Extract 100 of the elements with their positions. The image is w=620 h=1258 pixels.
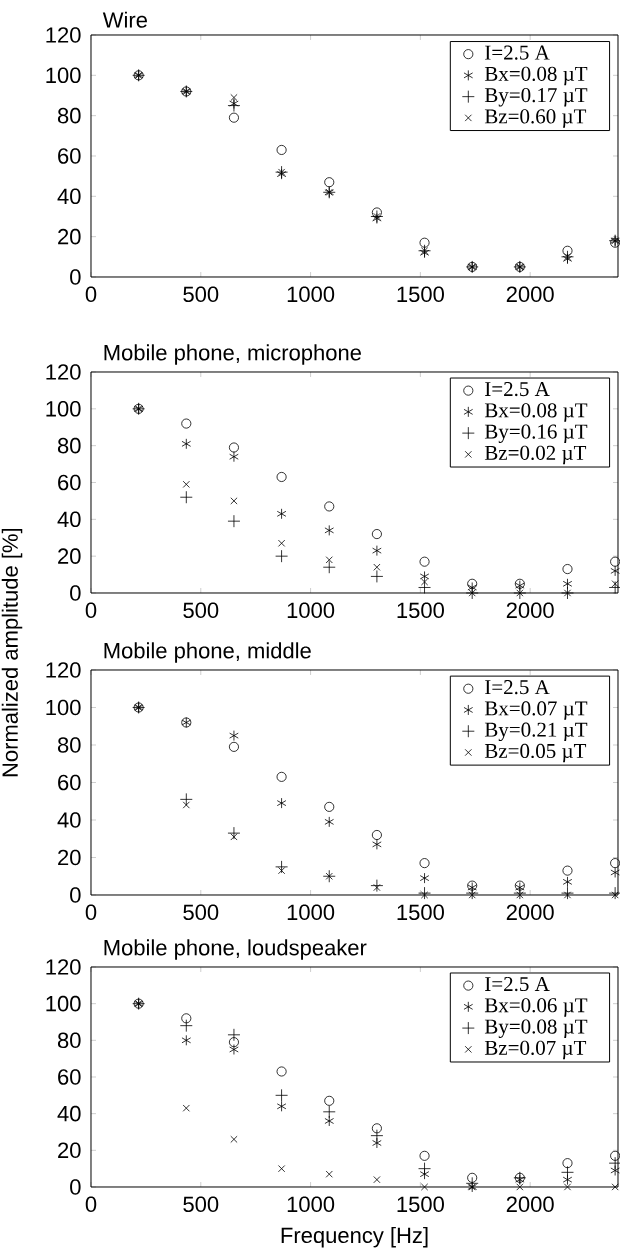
point [275,1088,288,1102]
x-tick-label: 2000 [506,286,554,303]
point [278,1165,286,1173]
point [181,438,192,450]
x-tick-label: 500 [183,904,219,921]
point [467,1172,478,1183]
point [561,886,574,900]
point [230,833,238,841]
point [230,1135,238,1143]
point [419,872,430,884]
point [228,741,239,752]
point [562,865,573,876]
point [278,539,286,547]
y-tick-label: 100 [46,67,81,84]
x-tick-label: 1500 [397,602,444,619]
point [562,1174,573,1186]
y-tick-label: 20 [58,849,81,866]
point [420,1183,429,1191]
point [275,860,288,874]
point [610,1150,620,1161]
point [181,1013,192,1024]
y-tick-label: 120 [46,959,81,975]
y-tick-label: 20 [58,1142,81,1159]
point [418,886,431,900]
y-tick-label: 80 [57,107,81,124]
point [516,1183,524,1191]
point [419,1150,430,1161]
point [610,867,620,878]
y-tick-label: 40 [57,511,81,528]
point [276,771,287,782]
point [608,581,620,594]
point [322,560,336,574]
legend-label: By=0.17 µT [484,88,588,107]
point [611,1183,619,1191]
legend-label: By=0.16 µT [484,424,588,443]
point [611,580,619,588]
point [324,501,335,512]
y-tick-label: 0 [70,887,81,903]
x-tick-label: 1500 [397,904,444,921]
point [371,529,382,540]
point [179,792,193,806]
x-tick-label: 2000 [506,904,554,921]
point [276,471,287,482]
legend-label: Bx=0.08 µT [484,403,588,422]
chart-title: Mobile phone, middle [104,642,311,663]
legend-label: Bx=0.06 µT [484,998,588,1017]
point [419,556,430,567]
point [371,207,382,218]
x-tick-label: 1500 [397,286,444,303]
point [322,1105,336,1119]
point [419,237,430,248]
y-tick-label: 40 [57,188,81,205]
point [467,578,478,589]
point [228,112,239,123]
point [324,524,334,536]
point [610,1165,620,1176]
point [182,801,190,809]
y-tick-label: 20 [58,548,81,564]
point [228,442,239,453]
point [230,497,238,505]
point [420,578,429,586]
y-tick-label: 80 [57,1032,81,1049]
point [182,480,190,488]
point [276,1066,287,1077]
legend-label: Bx=0.07 µT [484,701,588,720]
x-tick-label: 2000 [506,1196,554,1213]
point [370,879,384,893]
x-tick-label: 1000 [287,286,335,303]
x-tick-label: 500 [183,602,219,619]
point [516,891,524,899]
point [562,1158,573,1169]
point [418,581,431,594]
x-tick-label: 500 [183,1196,219,1213]
x-tick-label: 1000 [287,904,335,921]
x-tick-label: 0 [85,286,97,303]
point [373,563,381,571]
point [227,826,241,840]
x-tick-label: 0 [85,602,97,619]
legend-label: By=0.08 µT [484,1019,588,1038]
point [419,1168,430,1180]
legend-label: I=2.5 A [485,45,550,60]
legend-label: Bz=0.02 µT [484,445,587,465]
point [227,514,241,528]
chart-title: Wire [102,11,147,28]
legend-label: I=2.5 A [485,680,550,695]
point [276,144,287,155]
legend-label: I=2.5 A [485,382,550,397]
x-tick-label: 1500 [397,1196,444,1213]
point [371,829,382,840]
y-tick-label: 100 [46,699,81,716]
point [562,876,573,888]
point [275,549,288,563]
point [419,858,430,869]
point [229,730,239,742]
point [181,418,192,429]
y-tick-label: 60 [58,474,81,491]
y-tick-label: 20 [58,228,81,245]
point [373,1176,381,1184]
point [468,891,476,899]
x-tick-label: 2000 [506,602,554,619]
